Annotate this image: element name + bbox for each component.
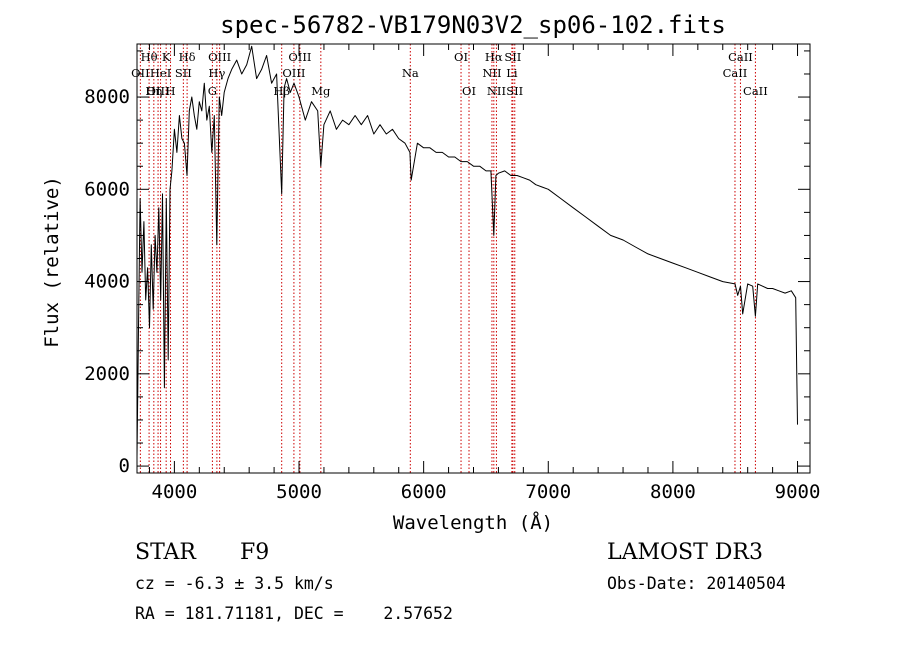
line-marker-label: Hβ	[273, 84, 290, 98]
y-tick-label: 0	[119, 455, 130, 477]
line-marker-label: Mg	[311, 84, 331, 98]
line-marker-label: NII	[487, 84, 506, 98]
line-marker-label: OII	[131, 66, 150, 80]
sky-coordinates: RA = 181.71181, DEC = 2.57652	[135, 604, 453, 623]
survey-name: LAMOST DR3	[607, 540, 763, 565]
line-marker-label: Hα	[485, 50, 503, 64]
x-tick-label: 6000	[401, 481, 447, 503]
line-marker-label: OI	[462, 84, 476, 98]
line-marker-labels: Hθ OII OIII HeI K Hη H SII Hδ OIII Hγ G OIII OIII Hβ Mg…	[131, 50, 768, 98]
y-tick-label: 2000	[84, 363, 130, 385]
line-marker-label: OIII	[288, 50, 311, 64]
object-class: STAR	[135, 540, 197, 565]
line-marker-label: K	[162, 50, 171, 64]
spectrum-line	[136, 45, 798, 457]
y-tick-label: 8000	[84, 86, 130, 108]
line-marker-label: OI	[454, 50, 468, 64]
spectral-subclass: F9	[240, 540, 269, 565]
redshift-cz: cz = -6.3 ± 3.5 km/s	[135, 574, 334, 593]
line-marker-label: Hη	[145, 84, 162, 98]
line-marker-label: HeI	[150, 66, 171, 80]
line-marker-label: OIII	[282, 66, 305, 80]
axes: 4000 5000 6000 7000 8000 9000 0 2000 4000 6000 800…	[84, 43, 821, 503]
x-tick-label: 5000	[276, 481, 322, 503]
line-marker-label: H	[166, 84, 176, 98]
line-marker-label: CaII	[723, 66, 748, 80]
line-marker-label: Li	[506, 66, 518, 80]
y-axis-label: Flux (relative)	[41, 176, 63, 348]
line-marker-label: NII	[482, 66, 501, 80]
line-marker-label: G	[208, 84, 217, 98]
line-marker-label: OIII	[147, 84, 170, 98]
line-marker-label: SII	[506, 84, 523, 98]
x-axis-label: Wavelength (Å)	[393, 511, 553, 534]
series-layer	[136, 45, 798, 457]
line-marker-label: CaII	[743, 84, 768, 98]
line-marker-label: SII	[175, 66, 192, 80]
line-marker-label: SII	[504, 50, 521, 64]
line-markers	[139, 44, 756, 473]
line-marker-label: Hδ	[179, 50, 196, 64]
x-tick-label: 8000	[650, 481, 696, 503]
plot-frame	[136, 43, 811, 474]
chart-title: spec-56782-VB179N03V2_sp06-102.fits	[220, 11, 726, 39]
line-marker-label: OIII	[208, 50, 231, 64]
line-marker-label: Hθ	[141, 50, 158, 64]
x-tick-label: 7000	[525, 481, 571, 503]
y-tick-label: 4000	[84, 271, 130, 293]
x-tick-label: 9000	[775, 481, 821, 503]
line-marker-label: Hγ	[208, 66, 225, 80]
y-tick-label: 6000	[84, 178, 130, 200]
observation-date: Obs-Date: 20140504	[607, 574, 786, 593]
line-marker-label: Na	[402, 66, 419, 80]
x-tick-label: 4000	[152, 481, 198, 503]
line-marker-label: CaII	[728, 50, 753, 64]
